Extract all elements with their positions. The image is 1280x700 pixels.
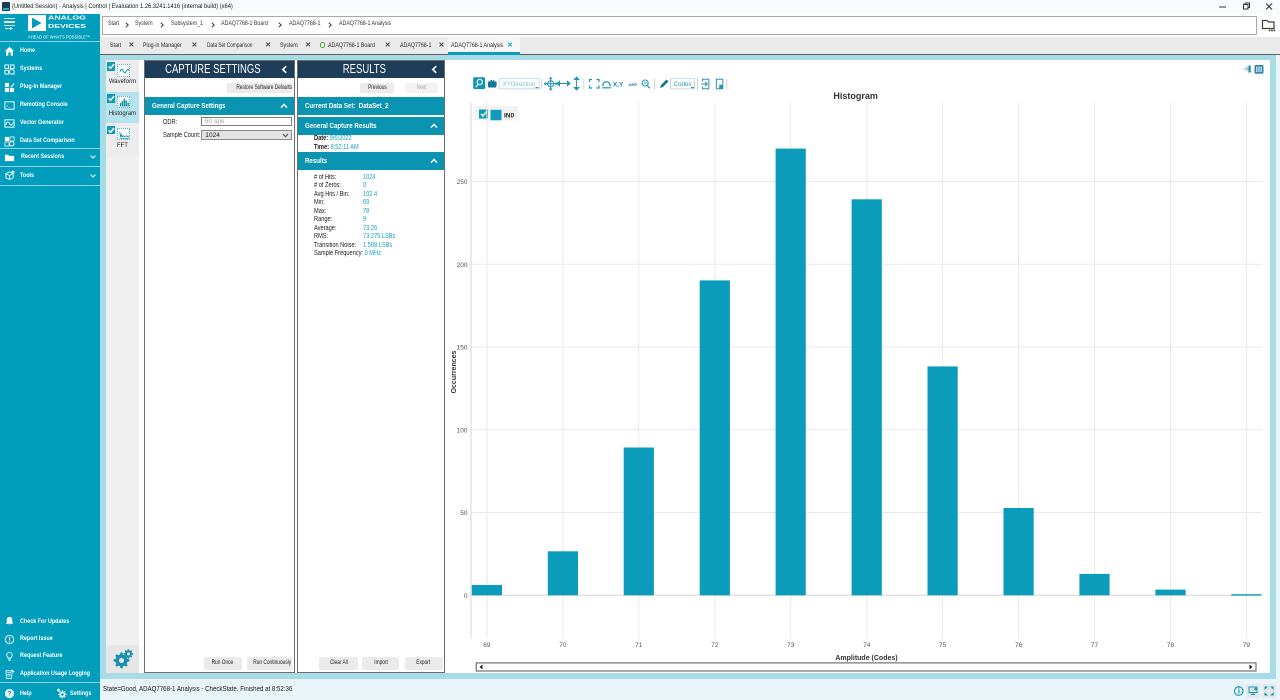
svg-text:73: 73: [787, 642, 795, 649]
svg-text:200: 200: [457, 262, 468, 269]
svg-text:72: 72: [711, 642, 719, 649]
svg-text:X,Y: X,Y: [613, 81, 624, 88]
svg-text:100: 100: [457, 427, 468, 434]
svg-text:ue0: ue0: [629, 82, 638, 88]
svg-text:Amplitude (Codes): Amplitude (Codes): [835, 655, 897, 662]
svg-text:50: 50: [460, 510, 468, 517]
svg-text:150: 150: [457, 345, 468, 352]
svg-text:70: 70: [559, 642, 567, 649]
svg-text:0: 0: [464, 593, 468, 600]
svg-text:ANALOG: ANALOG: [48, 15, 87, 21]
svg-text:75: 75: [939, 642, 947, 649]
svg-text:Occurrences: Occurrences: [451, 350, 458, 393]
svg-text:79: 79: [1243, 642, 1251, 649]
svg-text:DEVICES: DEVICES: [48, 23, 86, 29]
svg-text:250: 250: [457, 179, 468, 186]
svg-text:74: 74: [863, 642, 871, 649]
svg-text:76: 76: [1015, 642, 1023, 649]
svg-text:78: 78: [1167, 642, 1175, 649]
svg-text:69: 69: [483, 642, 491, 649]
svg-text:Histogram: Histogram: [833, 91, 878, 101]
svg-text:?: ?: [7, 690, 11, 697]
svg-text:XYDirection: XYDirection: [503, 81, 536, 88]
svg-text:71: 71: [635, 642, 643, 649]
svg-text:IN0: IN0: [504, 113, 515, 120]
svg-text:77: 77: [1091, 642, 1099, 649]
svg-text:AHEAD OF WHAT'S POSSIBLE™: AHEAD OF WHAT'S POSSIBLE™: [28, 34, 90, 39]
svg-text:Codes: Codes: [674, 81, 692, 88]
svg-text:>_: >_: [6, 103, 11, 107]
